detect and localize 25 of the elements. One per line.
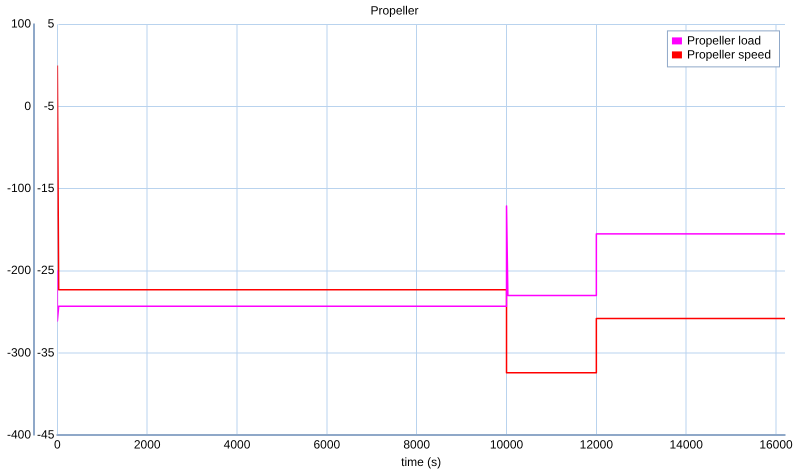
x-tick-label: 0 bbox=[54, 438, 62, 452]
y2-tick-label: -35 bbox=[37, 345, 55, 360]
legend-label: Propeller speed bbox=[686, 48, 772, 62]
legend-label: Propeller load bbox=[686, 34, 761, 48]
x-tick-label: 12000 bbox=[580, 438, 614, 452]
y-tick-label: -300 bbox=[6, 345, 32, 360]
x-tick-label: 2000 bbox=[134, 438, 161, 452]
y-tick-label: -100 bbox=[6, 181, 32, 196]
y-tick-label: -400 bbox=[6, 428, 32, 442]
y-tick-label: 0 bbox=[24, 98, 32, 113]
chart-title: Propeller bbox=[370, 4, 419, 18]
y-tick-label: -200 bbox=[6, 263, 32, 278]
x-tick-label: 16000 bbox=[759, 438, 794, 452]
y2-tick-label: -5 bbox=[44, 98, 55, 113]
y2-tick-label: -25 bbox=[37, 263, 55, 278]
x-tick-label: 8000 bbox=[403, 438, 430, 452]
x-tick-label: 14000 bbox=[669, 438, 704, 452]
x-tick-label: 4000 bbox=[224, 438, 251, 452]
x-tick-label: 10000 bbox=[490, 438, 524, 452]
y2-tick-label: 5 bbox=[48, 16, 55, 31]
y-tick-label: 100 bbox=[10, 16, 32, 31]
y2-tick-label: -15 bbox=[37, 181, 55, 196]
y2-tick-label: -45 bbox=[37, 428, 55, 442]
x-axis-title: time (s) bbox=[401, 455, 442, 470]
x-tick-label: 6000 bbox=[314, 438, 341, 452]
